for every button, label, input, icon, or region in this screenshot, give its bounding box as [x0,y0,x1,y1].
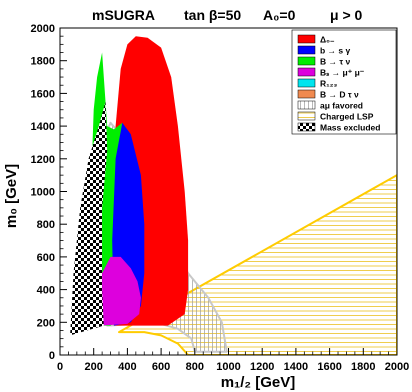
legend-swatch [297,78,316,88]
legend-swatch [297,45,316,55]
x-axis-label: m₁/₂ [GeV] [221,374,296,391]
region-b [97,256,141,326]
x-tick-label: 600 [152,361,170,373]
y-tick-label: 800 [37,219,55,231]
x-tick-label: 800 [186,361,204,373]
chart-title-model: mSUGRA [92,7,155,23]
legend-label: Bₛ → μ⁺ μ⁻ [320,68,365,78]
y-axis-label: m₀ [GeV] [3,164,20,228]
legend-label: Mass excluded [320,123,380,133]
x-tick-label: 200 [85,361,103,373]
y-tick-label: 200 [37,317,55,329]
x-tick-label: 1800 [351,361,375,373]
x-tick-label: 1400 [284,361,308,373]
x-tick-label: 1600 [317,361,341,373]
legend-label: Δ₀₋ [320,35,335,45]
legend-label: B → τ ν [320,57,351,67]
legend-swatch [297,56,316,66]
legend-label: B → D τ ν [320,90,359,100]
y-tick-label: 1200 [31,154,55,166]
legend-label: aμ favored [320,101,363,111]
y-tick-label: 0 [49,350,55,362]
chart-title-tanbeta: tan β=50 [184,7,241,23]
legend-swatch [297,122,316,132]
y-tick-label: 1800 [31,56,55,68]
legend-label: Charged LSP [320,112,374,122]
x-tick-label: 0 [57,361,63,373]
y-tick-label: 400 [37,285,55,297]
chart-title-a0: A₀=0 [263,7,296,23]
legend-label: R₁₂₃ [320,79,337,89]
x-tick-label: 2000 [385,361,409,373]
legend-swatch [297,89,316,99]
y-tick-label: 600 [37,252,55,264]
y-tick-label: 1400 [31,121,55,133]
y-tick-label: 2000 [31,23,55,35]
region-mass-excluded [70,101,108,336]
x-tick-label: 1000 [216,361,240,373]
legend-label: b → s γ [320,46,351,56]
legend-swatch [297,34,316,44]
x-tick-label: 400 [118,361,136,373]
legend-swatch [297,100,316,110]
chart-title-mu: μ > 0 [330,7,363,23]
y-tick-label: 1600 [31,88,55,100]
x-tick-label: 1200 [250,361,274,373]
legend-swatch [297,111,316,121]
y-tick-label: 1000 [31,187,55,199]
legend-swatch [297,67,316,77]
